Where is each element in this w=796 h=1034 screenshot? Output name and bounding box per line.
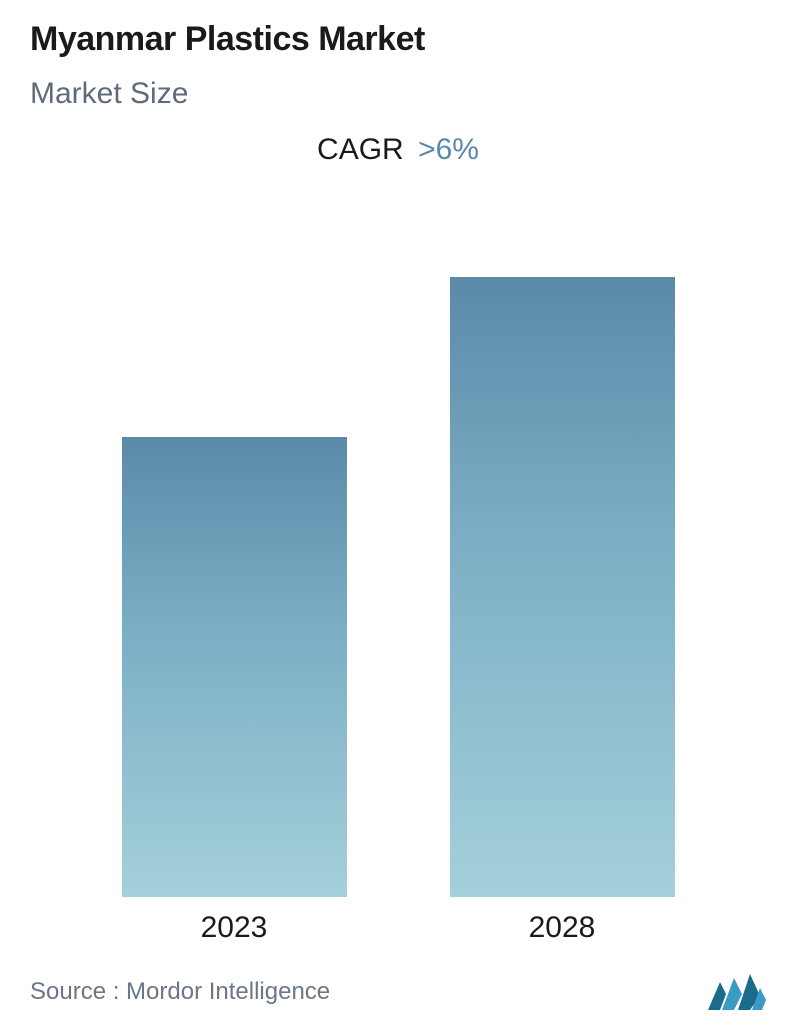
cagr-row: CAGR >6% bbox=[30, 133, 766, 167]
x-label-0: 2023 bbox=[122, 911, 347, 945]
cagr-value: >6% bbox=[418, 133, 479, 166]
source-text: Source : Mordor Intelligence bbox=[30, 978, 330, 1006]
x-axis-labels: 2023 2028 bbox=[30, 897, 766, 945]
x-label-1: 2028 bbox=[450, 911, 675, 945]
chart-container: Myanmar Plastics Market Market Size CAGR… bbox=[0, 0, 796, 1034]
bar-group-1 bbox=[450, 277, 675, 897]
bar-0 bbox=[122, 437, 347, 897]
chart-subtitle: Market Size bbox=[30, 77, 766, 111]
bar-group-0 bbox=[122, 437, 347, 897]
mordor-logo-icon bbox=[708, 974, 766, 1010]
chart-title: Myanmar Plastics Market bbox=[30, 20, 766, 59]
bar-1 bbox=[450, 277, 675, 897]
cagr-label: CAGR bbox=[317, 133, 404, 166]
bar-chart-area bbox=[30, 197, 766, 897]
chart-footer: Source : Mordor Intelligence bbox=[30, 974, 766, 1010]
